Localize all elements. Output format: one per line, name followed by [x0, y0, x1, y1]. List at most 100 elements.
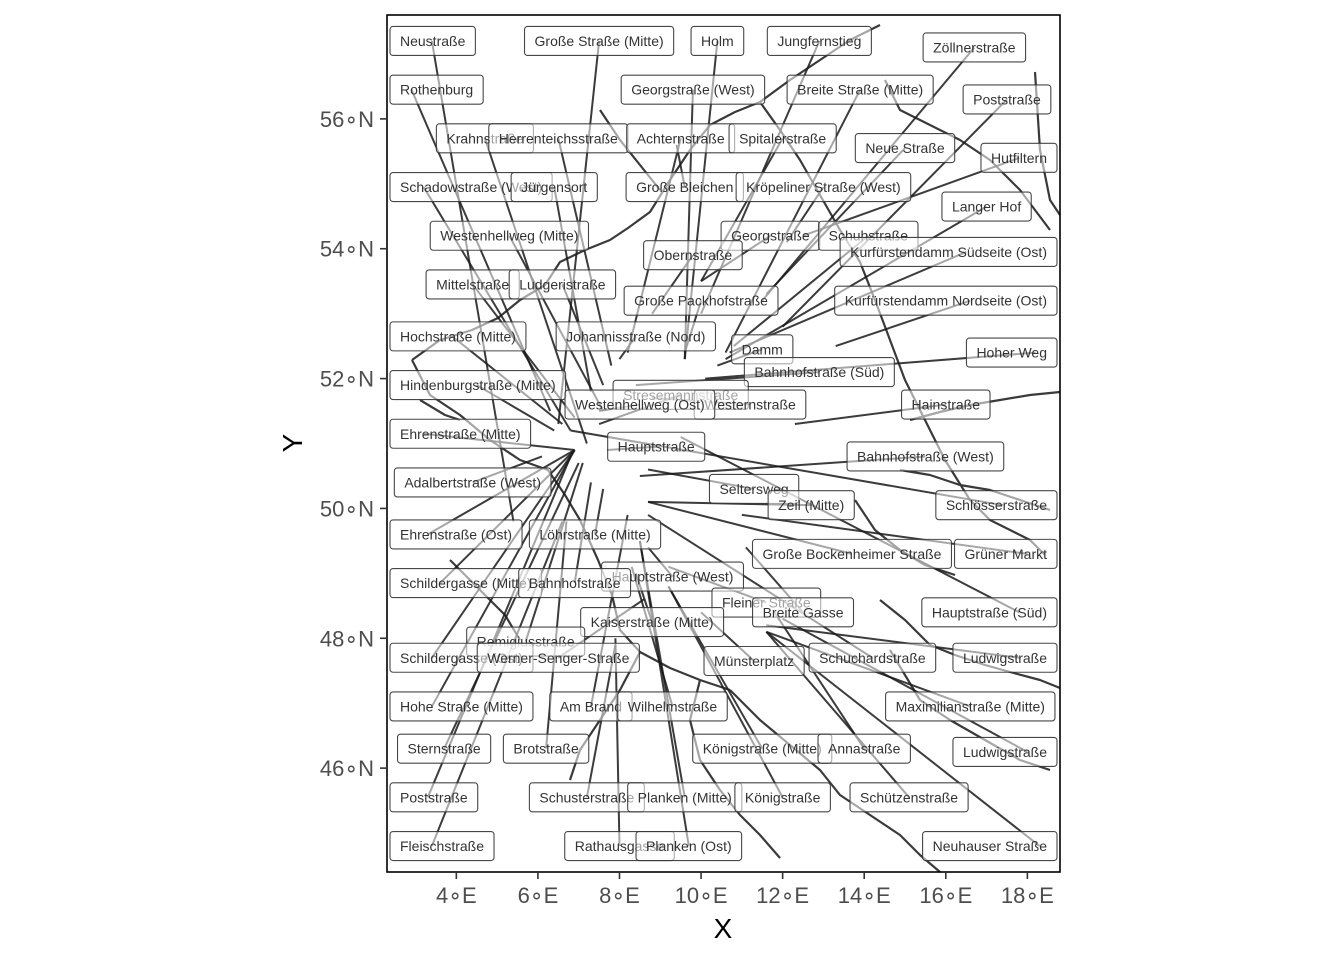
street-label-text: Bahnhofstraße (Süd) [754, 364, 884, 380]
street-labels: Neustraße Große Straße (Mitte) Holm Jungfer… [389, 25, 1058, 862]
street-label-text: Breite Gasse [763, 604, 844, 620]
street-label: Zeil (Mitte) [767, 490, 855, 521]
street-label-box [854, 133, 956, 164]
street-label: Westenhellweg (Ost) [564, 389, 716, 420]
x-tick-label: 8∘E [599, 883, 640, 908]
street-label: Spitalerstraße [728, 123, 837, 154]
street-label-text: Obernstraße [654, 247, 733, 263]
street-label-box [885, 691, 1056, 722]
y-tick-label: 52∘N [320, 367, 374, 392]
street-label: Kurfürstendamm Südseite (Ost) [839, 236, 1058, 268]
street-label: Georgstraße [720, 220, 821, 251]
street-label-box [980, 142, 1058, 173]
street-label-box [690, 25, 745, 57]
street-label-box [751, 538, 953, 569]
street-label-text: Herrenteichsstraße [499, 130, 618, 146]
x-tick-label: 16∘E [919, 883, 972, 908]
street-label-text: Hutfiltern [991, 150, 1047, 166]
street-label-box [962, 84, 1052, 115]
street-label: Jürgensort [510, 171, 598, 203]
street-label-text: Königstraße [745, 789, 821, 805]
street-label: Brotstraße [502, 733, 590, 764]
x-axis: 4∘E 6∘E 8∘E 10∘E 12∘E 14∘E 16∘E 18∘E [436, 872, 1054, 908]
street-label: Hoher Weg [965, 337, 1058, 368]
street-label: Große Bockenheimer Straße [751, 538, 953, 569]
street-label-box [607, 431, 706, 462]
street-label: Hauptstraße (West) [601, 561, 745, 592]
street-label-box [952, 736, 1058, 767]
street-label-text: Neuhauser Straße [933, 838, 1048, 854]
street-label: Bahnhofstraße (West) [846, 441, 1005, 472]
street-label-box [846, 441, 1005, 472]
street-label: Bahnhofstraße [518, 568, 632, 599]
x-tick-label: 12∘E [756, 883, 809, 908]
street-label-text: Westenhellweg (Mitte) [440, 228, 578, 244]
street-label-text: Große Bockenheimer Straße [762, 546, 941, 562]
street-label-box [429, 220, 590, 251]
street-label: Hindenburgstraße (Mitte) [389, 370, 567, 401]
street-label-box [623, 285, 779, 316]
street-label: Westenhellweg (Mitte) [429, 220, 590, 251]
street-label-box [735, 171, 912, 203]
street-label: Kurfürstendamm Nordseite (Ost) [834, 285, 1058, 316]
street-label: Fleischstraße [389, 830, 495, 862]
street-label-box [703, 645, 805, 677]
street-label: Löhrstraße (Mitte) [528, 519, 662, 550]
y-axis: 46∘N 48∘N 50∘N 52∘N 54∘N 56∘N [320, 107, 387, 781]
street-label-text: Hoher Weg [976, 345, 1047, 361]
street-label-box [941, 191, 1032, 222]
street-label: Damm [731, 334, 794, 365]
street-label: Hauptstraße (Süd) [921, 597, 1058, 628]
street-label-text: Annastraße [828, 741, 901, 757]
street-label-text: Wilhelmstraße [628, 698, 718, 714]
street-label-text: Spitalerstraße [739, 130, 826, 146]
street-label-text: Mittelstraße [436, 276, 509, 292]
street-label-text: Schuchardstraße [819, 650, 926, 666]
plot-frame [386, 14, 1061, 873]
street-label: Jungfernstieg [766, 25, 872, 57]
street-label-text: Schützenstraße [860, 789, 958, 805]
street-label-text: Neustraße [400, 33, 466, 49]
street-label-text: Große Straße (Mitte) [535, 33, 664, 49]
street-label: Georgstraße (West) [620, 74, 766, 105]
street-label-text: Hauptstraße (Süd) [932, 604, 1047, 620]
leader-line [439, 449, 576, 584]
street-label-text: Rothenburg [400, 82, 473, 98]
street-label-text: Holm [701, 33, 734, 49]
street-label-box [389, 74, 484, 105]
street-label-box [786, 74, 934, 105]
street-label-box [620, 74, 766, 105]
street-label: Hutfiltern [980, 142, 1058, 173]
street-label: Ludgeristraße [508, 269, 617, 300]
street-label-box [935, 490, 1058, 521]
street-label: Neuhauser Straße [922, 830, 1058, 862]
street-label-text: Planken (Ost) [646, 838, 732, 854]
y-tick-label: 54∘N [320, 237, 374, 262]
street-label-text: Ludwigstraße [963, 650, 1047, 666]
leader-line [773, 611, 866, 750]
street-label-text: Poststraße [400, 789, 468, 805]
street-label-box [849, 782, 969, 813]
street-label-text: Ehrenstraße (Mitte) [400, 426, 521, 442]
street-label: Grüner Markt [953, 538, 1058, 569]
street-label-box [767, 490, 855, 521]
street-label-box [901, 389, 991, 420]
street-label: Schlösserstraße [935, 490, 1058, 521]
leader-line [781, 98, 1008, 328]
leader-line [782, 617, 1028, 753]
y-tick-label: 48∘N [320, 626, 374, 651]
street-label: Sternstraße [396, 733, 492, 764]
street-label-text: Fleischstraße [400, 838, 484, 854]
x-tick-label: 4∘E [436, 883, 477, 908]
street-label-box [555, 321, 716, 352]
street-label-text: Damm [742, 341, 783, 357]
street-label-text: Achternstraße [637, 130, 725, 146]
street-label-text: Hauptstraße [618, 439, 695, 455]
street-label: Rothenburg [389, 74, 484, 105]
street-label: Zöllnerstraße [922, 32, 1027, 63]
street-label-box [389, 830, 495, 862]
street-label-box [643, 240, 743, 271]
street-label-text: Johannisstraße (Nord) [566, 328, 705, 344]
street-label: Ehrenstraße (Mitte) [389, 418, 532, 449]
street-label-text: Sternstraße [408, 741, 481, 757]
